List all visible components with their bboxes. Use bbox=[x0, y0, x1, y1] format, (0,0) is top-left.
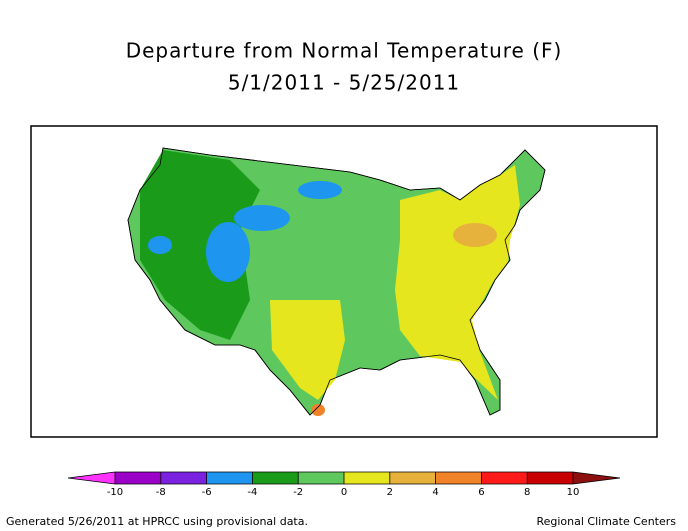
legend-tick-label: 10 bbox=[567, 487, 580, 498]
legend-bin bbox=[115, 472, 161, 484]
legend-bin bbox=[527, 472, 573, 484]
legend-bin bbox=[252, 472, 299, 484]
legend-bin bbox=[298, 472, 344, 484]
legend-tick-label: 6 bbox=[478, 487, 484, 498]
legend-bin bbox=[435, 472, 482, 484]
legend-tick-label: 8 bbox=[524, 487, 530, 498]
legend-bin bbox=[344, 472, 390, 484]
cold-region bbox=[206, 222, 250, 282]
us-border bbox=[127, 147, 546, 416]
footer-right: Regional Climate Centers bbox=[536, 515, 676, 528]
legend: -10 -8 -6 -4 -2 0 2 4 6 8 10 bbox=[67, 471, 621, 498]
legend-tick-label: 2 bbox=[387, 487, 393, 498]
cool-region-west bbox=[140, 150, 260, 340]
legend-tick-label: -2 bbox=[293, 487, 303, 498]
warm-spot bbox=[311, 404, 325, 416]
legend-tick-label: -6 bbox=[202, 487, 212, 498]
legend-tick-label: -8 bbox=[156, 487, 166, 498]
legend-bin bbox=[389, 472, 436, 484]
cold-region bbox=[148, 236, 172, 254]
legend-bin bbox=[206, 472, 253, 484]
cold-region bbox=[234, 205, 290, 231]
legend-tick-label: 4 bbox=[432, 487, 438, 498]
subtitle: 5/1/2011 - 5/25/2011 bbox=[228, 71, 460, 95]
legend-tick-label: 0 bbox=[341, 487, 347, 498]
warm-region-southwest bbox=[270, 300, 345, 400]
legend-over bbox=[573, 472, 620, 484]
footer-left: Generated 5/26/2011 at HPRCC using provi… bbox=[6, 515, 308, 528]
warm-region-east bbox=[395, 165, 520, 400]
title: Departure from Normal Temperature (F) bbox=[126, 39, 563, 63]
map bbox=[127, 147, 546, 416]
legend-tick-label: -4 bbox=[247, 487, 257, 498]
warm-spot bbox=[453, 223, 497, 247]
legend-under bbox=[68, 472, 115, 484]
cold-region bbox=[298, 181, 342, 199]
legend-bin bbox=[481, 472, 528, 484]
legend-bin bbox=[160, 472, 207, 484]
legend-tick-label: -10 bbox=[107, 487, 123, 498]
